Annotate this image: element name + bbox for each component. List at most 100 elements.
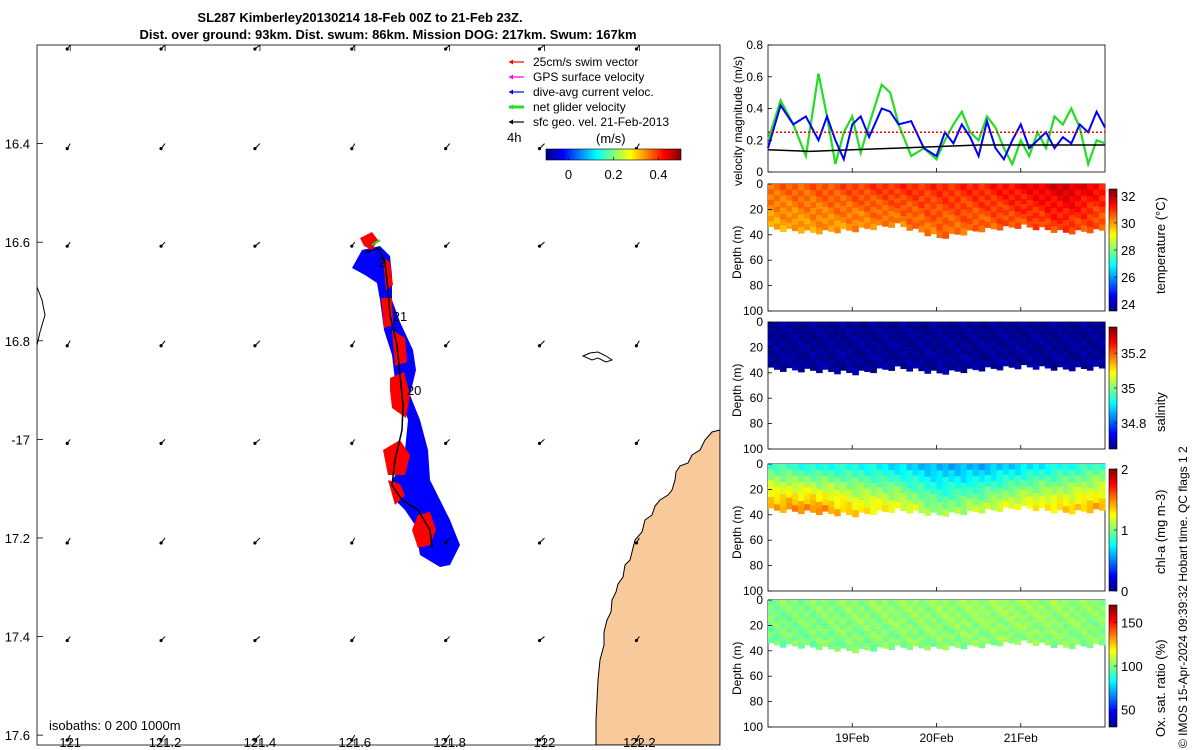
section-cell bbox=[906, 322, 913, 329]
section-cell bbox=[852, 490, 859, 498]
section-cell bbox=[768, 221, 775, 228]
section-cell bbox=[1062, 494, 1070, 501]
geo-velocity-arrowhead bbox=[537, 244, 542, 248]
section-cell bbox=[864, 359, 871, 366]
section-cell bbox=[834, 631, 841, 639]
section-cell bbox=[870, 464, 877, 471]
section-cell bbox=[942, 470, 950, 478]
section-cell bbox=[1080, 493, 1088, 500]
section-cell bbox=[870, 638, 877, 646]
geo-velocity-arrowhead bbox=[444, 638, 448, 643]
section-cell bbox=[972, 600, 980, 607]
section-cell bbox=[870, 184, 877, 191]
section-cell bbox=[966, 339, 974, 346]
section-y-tick-label: 0 bbox=[756, 593, 763, 607]
section-cell bbox=[786, 610, 793, 617]
section-cell bbox=[828, 464, 835, 471]
section-cell bbox=[954, 507, 962, 514]
section-cell bbox=[1068, 190, 1076, 197]
section-cell bbox=[864, 200, 871, 207]
section-cell bbox=[918, 476, 925, 483]
map-colorbar-tick-label: 0 bbox=[565, 167, 572, 182]
section-cell bbox=[786, 206, 793, 213]
section-cell bbox=[990, 327, 998, 335]
section-cell bbox=[894, 184, 901, 190]
section-cell bbox=[978, 600, 986, 607]
section-cell bbox=[834, 367, 841, 375]
section-cell bbox=[804, 487, 811, 494]
section-cell bbox=[966, 224, 974, 231]
geo-velocity-arrowhead bbox=[537, 146, 542, 151]
section-cell bbox=[930, 470, 938, 477]
section-cell bbox=[1056, 464, 1064, 471]
section-cell bbox=[894, 639, 901, 646]
section-cell bbox=[954, 611, 962, 619]
section-cell bbox=[786, 189, 793, 196]
section-cell bbox=[1086, 328, 1094, 335]
section-cell bbox=[918, 506, 925, 514]
section-cell bbox=[918, 358, 925, 366]
section-cell bbox=[984, 605, 992, 612]
section-cell bbox=[798, 226, 805, 234]
section-cell bbox=[780, 476, 787, 483]
section-cell bbox=[972, 628, 980, 636]
section-cell bbox=[972, 184, 980, 191]
section-cell bbox=[1044, 628, 1052, 635]
section-cell bbox=[1002, 631, 1010, 637]
section-cell bbox=[786, 480, 793, 487]
section-cell bbox=[1014, 498, 1022, 505]
section-cell bbox=[924, 489, 932, 497]
section-cell bbox=[780, 328, 787, 335]
section-cell bbox=[924, 229, 932, 237]
section-cell bbox=[1038, 480, 1046, 487]
section-cell bbox=[852, 354, 859, 363]
section-cell bbox=[846, 489, 853, 497]
section-cell bbox=[930, 352, 938, 359]
section-cell bbox=[930, 640, 938, 647]
section-cell bbox=[918, 352, 925, 360]
section-cell bbox=[786, 464, 793, 471]
legend-arrowhead bbox=[509, 119, 513, 125]
section-cell bbox=[786, 322, 793, 329]
section-cell bbox=[1026, 610, 1034, 617]
section-cell bbox=[810, 605, 817, 613]
section-cell bbox=[780, 189, 787, 197]
section-cell bbox=[930, 488, 938, 495]
map-y-tick-label: -17 bbox=[11, 432, 30, 447]
section-colorbar-tick-label: 28 bbox=[1121, 243, 1135, 258]
section-cell bbox=[990, 350, 998, 358]
section-cell bbox=[906, 618, 913, 626]
section-cell bbox=[1068, 642, 1076, 650]
section-cell bbox=[768, 610, 775, 617]
section-cell bbox=[798, 322, 805, 329]
section-cell bbox=[1002, 322, 1010, 329]
section-cell bbox=[1099, 212, 1106, 220]
section-cell bbox=[894, 633, 901, 640]
chart-title-line1: SL287 Kimberley20130214 18-Feb 00Z to 21… bbox=[197, 10, 523, 25]
section-cell bbox=[1099, 339, 1106, 346]
section-cell bbox=[798, 190, 805, 197]
geo-velocity-arrowhead bbox=[65, 344, 69, 348]
section-cell bbox=[894, 628, 901, 635]
section-cell bbox=[780, 500, 787, 507]
section-cell bbox=[810, 226, 817, 233]
section-cell bbox=[1093, 637, 1100, 644]
section-cell bbox=[780, 605, 787, 613]
section-cell bbox=[1038, 349, 1046, 356]
section-cell bbox=[1026, 464, 1034, 471]
section-cell bbox=[1056, 600, 1064, 607]
section-cell bbox=[972, 357, 980, 365]
section-cell bbox=[1014, 469, 1022, 476]
section-cell bbox=[984, 637, 992, 644]
section-cell bbox=[804, 600, 811, 607]
section-cell bbox=[822, 357, 829, 364]
section-cell bbox=[1062, 333, 1070, 341]
section-cell bbox=[906, 346, 913, 354]
section-cell bbox=[1099, 184, 1106, 191]
section-cell bbox=[1080, 345, 1088, 352]
section-cell bbox=[960, 347, 968, 355]
section-cell bbox=[960, 642, 968, 650]
section-cell bbox=[822, 600, 829, 607]
section-cell bbox=[822, 327, 829, 335]
section-cell bbox=[966, 184, 974, 191]
